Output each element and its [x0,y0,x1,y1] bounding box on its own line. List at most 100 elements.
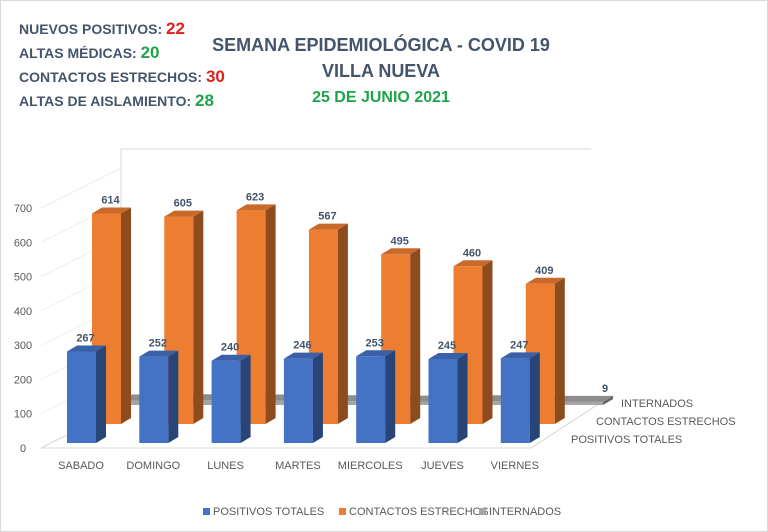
bar-top [356,350,396,357]
stat-contactos-estrechos: CONTACTOS ESTRECHOS: 30 [19,67,225,86]
y-tick-label: 300 [14,340,32,352]
x-tick-label: LUNES [207,460,244,472]
bar-front [283,358,313,443]
data-label: 614 [101,194,120,206]
data-label: 9 [602,383,608,395]
legend-item: CONTACTOS ESTRECHOS [339,506,489,518]
x-tick-label: JUEVES [421,460,464,472]
depth-axis-label: POSITIVOS TOTALES [571,434,682,446]
data-label: 253 [366,337,384,349]
bar-side [457,353,468,443]
stat-altas-medicas: ALTAS MÉDICAS: 20 [19,43,160,62]
bar-front [313,401,387,405]
bar-front [356,356,386,443]
data-label: 240 [221,342,239,354]
legend-item: POSITIVOS TOTALES [203,506,324,518]
bar-positivos-totales [356,350,396,443]
bar-front [169,400,242,405]
y-tick-label: 500 [14,272,32,284]
bar-top [211,354,251,361]
bar-side [385,350,396,443]
data-label: 245 [438,340,456,352]
bar-top [164,210,204,217]
bar-top [236,204,276,211]
bar-front [428,359,458,443]
bar-positivos-totales [500,352,540,443]
y-tick-label: 0 [20,443,26,455]
bar-side [312,352,323,443]
data-label: 460 [463,247,481,259]
bar-front [211,360,241,443]
bar-top [308,223,348,230]
stat-nuevos-positivos: NUEVOS POSITIVOS: 22 [19,19,185,38]
bar-positivos-totales [283,352,323,443]
data-label: 267 [76,332,94,344]
bar-front [67,351,96,443]
x-tick-label: MARTES [275,460,321,472]
data-label: 252 [149,338,167,350]
data-label: 246 [293,340,311,352]
depth-axis-label: INTERNADOS [621,398,693,410]
bar-top [67,345,106,352]
chart-subtitle: VILLA NUEVA [321,61,440,81]
legend-label: CONTACTOS ESTRECHOS [349,506,489,518]
data-label: 409 [535,265,553,277]
bar-top [453,260,493,267]
data-label: 605 [174,198,192,210]
bar-side [482,260,493,424]
bar-side [96,345,106,443]
bar-top [500,352,540,359]
x-tick-label: DOMINGO [126,460,180,472]
y-tick-label: 600 [14,237,32,249]
data-label: 567 [318,211,336,223]
bar-top [139,350,179,357]
bar-front [458,401,531,405]
depth-axis-label: CONTACTOS ESTRECHOS [596,416,736,428]
bar-side [337,223,348,424]
chart-date: 25 DE JUNIO 2021 [312,89,450,106]
bar-side [603,395,614,405]
bar-front [139,356,169,443]
bar-top [92,207,131,214]
bar-side [121,207,131,424]
chart-title: SEMANA EPIDEMIOLÓGICA - COVID 19 [212,35,550,55]
legend-swatch [203,508,210,515]
bar-positivos-totales [428,353,468,443]
bar-front [530,401,604,405]
gridline [40,167,122,209]
bar-front [500,358,530,443]
bar-positivos-totales [67,345,106,443]
x-tick-label: SABADO [58,460,104,472]
bar-side [529,352,540,443]
bar-side [554,277,565,424]
bar-positivos-totales [139,350,179,443]
data-label: 495 [391,235,409,247]
bar-top [283,352,323,359]
bar-side [193,210,204,424]
legend-swatch [339,508,346,515]
data-label: 623 [246,191,264,203]
legend-swatch [479,508,486,515]
bar-top [428,353,468,359]
bar-side [168,350,179,443]
bar-side [240,354,251,443]
y-tick-label: 400 [14,306,32,318]
bar-front [241,400,314,405]
data-label: 247 [510,339,528,351]
y-tick-label: 200 [14,374,32,386]
x-tick-label: MIERCOLES [338,460,403,472]
legend-item: INTERNADOS [479,506,561,518]
bar-front [97,400,170,405]
legend-label: INTERNADOS [489,506,561,518]
x-tick-label: VIERNES [491,460,539,472]
bar-top [525,277,565,284]
bar-side [265,204,276,424]
bar-side [410,248,421,424]
bar-positivos-totales [211,354,251,443]
y-tick-label: 100 [14,409,32,421]
bar-top [381,248,421,255]
stat-altas-aislamiento: ALTAS DE AISLAMIENTO: 28 [19,91,214,110]
y-tick-label: 700 [14,203,32,215]
